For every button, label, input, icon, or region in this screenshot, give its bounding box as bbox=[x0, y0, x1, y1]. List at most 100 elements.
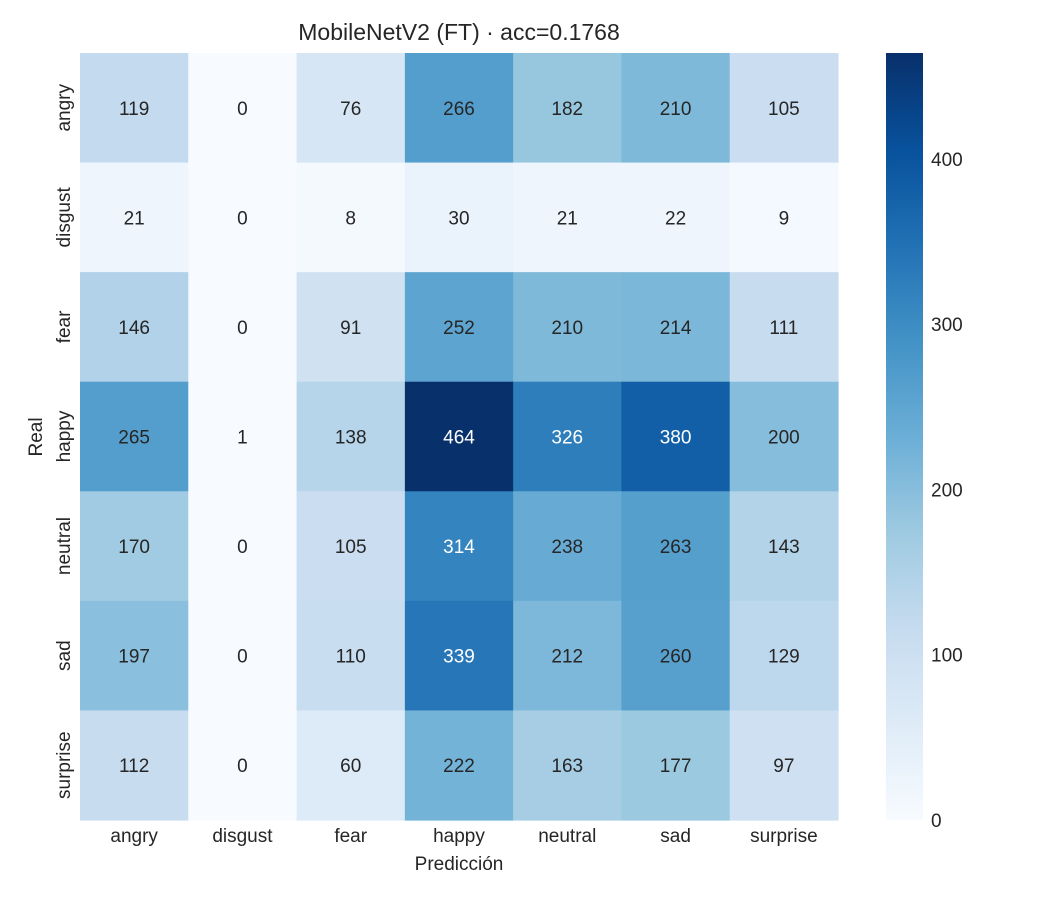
y-tick-label-angry: angry bbox=[54, 84, 75, 132]
cell-value-label: 170 bbox=[118, 537, 150, 558]
heatmap-cell-neutral-angry bbox=[80, 491, 189, 602]
heatmap-cell-neutral-neutral bbox=[513, 491, 623, 602]
cell-value-label: 146 bbox=[118, 318, 150, 339]
heatmap-cell-fear-happy bbox=[404, 272, 514, 383]
x-tick-label-disgust: disgust bbox=[212, 826, 273, 847]
cell-value-label: 21 bbox=[124, 208, 145, 229]
heatmap-cell-surprise-surprise bbox=[729, 710, 839, 821]
heatmap-cell-neutral-disgust bbox=[188, 491, 298, 602]
x-tick-label-angry: angry bbox=[110, 826, 158, 847]
heatmap-cell-neutral-happy bbox=[404, 491, 514, 602]
cell-value-label: 0 bbox=[237, 318, 248, 339]
heatmap-cell-happy-sad bbox=[621, 381, 731, 492]
x-tick-label-happy: happy bbox=[433, 826, 485, 847]
colorbar-tick-label: 300 bbox=[931, 315, 963, 336]
cell-value-label: 210 bbox=[660, 99, 692, 120]
cell-value-label: 0 bbox=[237, 756, 248, 777]
x-tick-label-neutral: neutral bbox=[538, 826, 596, 847]
cell-value-label: 0 bbox=[237, 99, 248, 120]
heatmap-cell-angry-surprise bbox=[729, 53, 839, 164]
heatmap-cell-fear-fear bbox=[296, 272, 406, 383]
heatmap-cell-angry-happy bbox=[404, 53, 514, 164]
x-tick-labels: angry disgust fear happy neutral sad surprise bbox=[110, 826, 817, 847]
heatmap-cell-sad-sad bbox=[621, 600, 731, 712]
cell-value-label: 105 bbox=[335, 537, 367, 558]
cell-value-label: 163 bbox=[551, 756, 583, 777]
cell-value-label: 266 bbox=[443, 99, 475, 120]
heatmap-cell-disgust-happy bbox=[404, 162, 514, 273]
cell-value-label: 212 bbox=[551, 647, 583, 668]
heatmap-cell-angry-angry bbox=[80, 53, 189, 164]
heatmap-cell-fear-neutral bbox=[513, 272, 623, 383]
heatmap-cell-surprise-angry bbox=[80, 710, 189, 821]
heatmap-cell-disgust-angry bbox=[80, 162, 189, 273]
cell-value-label: 0 bbox=[237, 537, 248, 558]
heatmap-cell-happy-angry bbox=[80, 381, 189, 492]
cell-value-label: 76 bbox=[340, 99, 361, 120]
heatmap-cell-disgust-neutral bbox=[513, 162, 623, 273]
y-tick-label-happy: happy bbox=[54, 410, 75, 462]
x-tick-label-fear: fear bbox=[334, 826, 367, 847]
cell-value-label: 263 bbox=[660, 537, 692, 558]
colorbar-tick-label: 0 bbox=[931, 811, 942, 832]
cell-value-label: 339 bbox=[443, 647, 475, 668]
cell-value-label: 21 bbox=[557, 208, 578, 229]
heatmap-cell-disgust-sad bbox=[621, 162, 731, 273]
heatmap-cell-happy-surprise bbox=[729, 381, 839, 492]
heatmap-cell-sad-happy bbox=[404, 600, 514, 712]
cell-value-label: 200 bbox=[768, 428, 800, 449]
cell-value-label: 177 bbox=[660, 756, 692, 777]
heatmap-cell-happy-happy bbox=[404, 381, 514, 492]
cell-value-label: 143 bbox=[768, 537, 800, 558]
cell-value-label: 119 bbox=[119, 99, 149, 120]
cell-value-label: 8 bbox=[345, 208, 356, 229]
colorbar bbox=[886, 53, 923, 820]
heatmap-cell-surprise-disgust bbox=[188, 710, 298, 821]
colorbar-tick-label: 100 bbox=[931, 646, 963, 667]
cell-value-label: 105 bbox=[768, 99, 800, 120]
heatmap-cell-neutral-surprise bbox=[729, 491, 839, 602]
heatmap-cell-surprise-sad bbox=[621, 710, 731, 821]
cell-value-label: 1 bbox=[237, 428, 248, 449]
y-tick-label-surprise: surprise bbox=[54, 731, 75, 799]
heatmap-cell-disgust-fear bbox=[296, 162, 406, 273]
heatmap-cell-fear-angry bbox=[80, 272, 189, 383]
heatmap-cell-fear-surprise bbox=[729, 272, 839, 383]
colorbar-tick-label: 400 bbox=[931, 150, 963, 171]
cell-value-label: 91 bbox=[340, 318, 361, 339]
heatmap-cell-sad-angry bbox=[80, 600, 189, 712]
y-tick-label-fear: fear bbox=[54, 310, 75, 343]
cell-value-label: 380 bbox=[660, 428, 692, 449]
x-tick-label-sad: sad bbox=[660, 826, 691, 847]
heatmap-cell-surprise-happy bbox=[404, 710, 514, 821]
cell-value-label: 464 bbox=[443, 428, 475, 449]
cell-value-label: 138 bbox=[335, 428, 367, 449]
y-tick-labels: angry disgust fear happy neutral sad surprise bbox=[54, 84, 75, 799]
cell-value-label: 0 bbox=[237, 647, 248, 668]
cell-value-label: 210 bbox=[551, 318, 583, 339]
cell-value-label: 30 bbox=[448, 208, 469, 229]
cell-value-label: 252 bbox=[443, 318, 475, 339]
heatmap-cell-sad-neutral bbox=[513, 600, 623, 712]
colorbar-tick-labels: 0 100 200 300 400 bbox=[931, 150, 963, 832]
heatmap-cell-fear-sad bbox=[621, 272, 731, 383]
chart-title: MobileNetV2 (FT) · acc=0.1768 bbox=[298, 19, 620, 45]
cell-value-label: 238 bbox=[551, 537, 583, 558]
cell-value-label: 182 bbox=[551, 99, 583, 120]
heatmap-cell-disgust-surprise bbox=[729, 162, 839, 273]
cell-value-label: 326 bbox=[551, 428, 583, 449]
cell-value-label: 0 bbox=[237, 208, 248, 229]
cell-value-label: 60 bbox=[340, 756, 361, 777]
y-tick-label-sad: sad bbox=[54, 640, 75, 671]
cell-value-label: 129 bbox=[768, 647, 800, 668]
heatmap-cell-disgust-disgust bbox=[188, 162, 298, 273]
heatmap-cell-angry-sad bbox=[621, 53, 731, 164]
cell-value-label: 112 bbox=[119, 756, 149, 777]
y-tick-label-neutral: neutral bbox=[54, 517, 75, 575]
colorbar-tick-label: 200 bbox=[931, 480, 963, 501]
cell-value-label: 22 bbox=[665, 208, 686, 229]
heatmap-cell-angry-fear bbox=[296, 53, 406, 164]
cell-value-label: 222 bbox=[443, 756, 475, 777]
cell-value-label: 197 bbox=[118, 647, 150, 668]
cell-value-label: 110 bbox=[336, 647, 366, 668]
